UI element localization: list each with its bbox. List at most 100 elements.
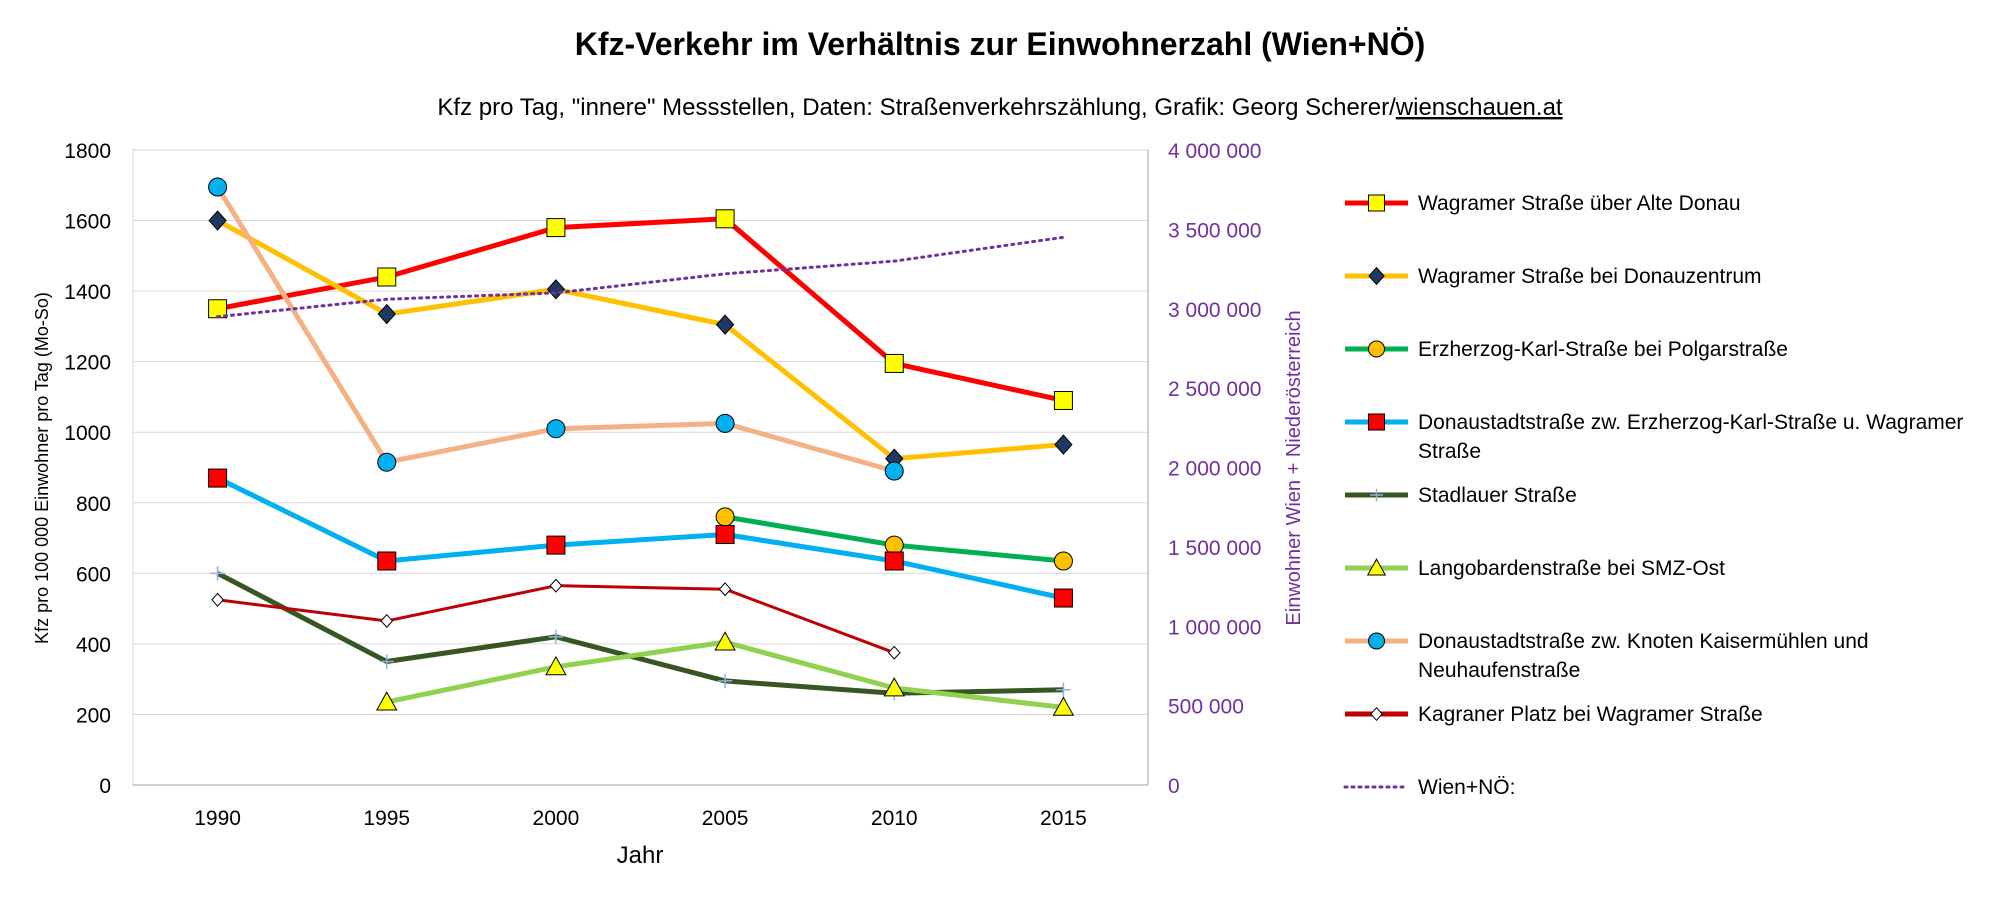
chart-subtitle: Kfz pro Tag, "innere" Messstellen, Daten… — [437, 94, 1562, 121]
data-point — [715, 525, 735, 545]
x-tick-label: 2015 — [1040, 807, 1087, 830]
legend-item: Erzherzog-Karl-Straße bei Polgarstraße — [1345, 338, 1788, 361]
data-point — [377, 303, 396, 325]
data-point — [1053, 551, 1073, 571]
legend-label-line: Wagramer Straße bei Donauzentrum — [1418, 265, 1762, 288]
legend-label: Wagramer Straße über Alte Donau — [1418, 192, 1741, 215]
x-axis-ticks: 1990 1995 2000 2005 2010 2015 — [194, 807, 1087, 830]
gridlines — [133, 149, 1149, 786]
data-point — [1056, 682, 1071, 697]
legend-item: Donaustadtstraße zw. Erzherzog-Karl-Stra… — [1345, 411, 1963, 463]
x-axis-label: Jahr — [617, 842, 664, 869]
legend-item: Donaustadtstraße zw. Knoten Kaisermühlen… — [1345, 630, 1869, 682]
legend-item: Langobardenstraße bei SMZ-Ost — [1345, 557, 1725, 580]
data-point — [376, 691, 398, 711]
y-tick-label: 800 — [76, 493, 111, 516]
data-point — [377, 551, 397, 571]
series-layer — [208, 177, 1075, 716]
legend-swatch-marker — [1368, 413, 1385, 431]
data-point — [714, 631, 736, 651]
data-point — [377, 267, 397, 287]
legend-label: Stadlauer Straße — [1418, 484, 1577, 507]
series-4 — [208, 468, 1073, 608]
x-tick-label: 2000 — [533, 807, 580, 830]
data-point — [546, 279, 566, 300]
legend-label-line: Wien+NÖ: — [1418, 776, 1515, 799]
data-point — [379, 654, 394, 669]
legend-label: Kagraner Platz bei Wagramer Straße — [1418, 703, 1763, 726]
y-axis-ticks: 0 200 400 600 800 1000 1200 1400 1600 1800 — [64, 140, 111, 798]
legend-label: Donaustadtstraße zw. Knoten Kaisermühlen… — [1418, 630, 1869, 682]
legend-label: Erzherzog-Karl-Straße bei Polgarstraße — [1418, 338, 1788, 361]
y2-tick-label: 4 000 000 — [1168, 140, 1261, 163]
data-point — [884, 461, 904, 481]
data-point — [884, 353, 904, 373]
legend-swatch-marker — [1368, 340, 1385, 358]
series-1 — [208, 209, 1073, 410]
data-point — [546, 419, 566, 439]
x-tick-label: 2005 — [702, 807, 749, 830]
data-point — [208, 468, 228, 488]
legend-item: Kagraner Platz bei Wagramer Straße — [1345, 703, 1763, 726]
series-2 — [208, 210, 1073, 469]
data-point — [884, 551, 904, 571]
series-line — [217, 216, 1064, 403]
data-point — [546, 535, 566, 555]
series-line — [216, 475, 1064, 601]
data-point — [548, 629, 564, 645]
series-3 — [715, 507, 1073, 571]
data-point — [211, 592, 224, 607]
y2-tick-label: 3 000 000 — [1168, 299, 1261, 322]
y2-tick-label: 1 500 000 — [1168, 537, 1261, 560]
y-tick-label: 1400 — [64, 281, 111, 304]
legend-item: Wagramer Straße über Alte Donau — [1345, 192, 1741, 215]
y2-tick-label: 500 000 — [1168, 696, 1244, 719]
legend-label: Donaustadtstraße zw. Erzherzog-Karl-Stra… — [1418, 411, 1963, 463]
legend-item: Wien+NÖ: — [1343, 776, 1515, 799]
y-tick-label: 200 — [76, 704, 111, 727]
legend-swatch-marker — [1368, 194, 1385, 212]
y2-axis-label: Einwohner Wien + Niederösterreich — [1283, 310, 1305, 625]
legend-swatch-marker — [1370, 488, 1383, 502]
data-point — [210, 566, 225, 581]
y-tick-label: 400 — [76, 634, 111, 657]
legend-item: Wagramer Straße bei Donauzentrum — [1345, 265, 1762, 288]
subtitle-link[interactable]: wienschauen.at — [1395, 94, 1563, 121]
y2-tick-label: 2 000 000 — [1168, 458, 1261, 481]
x-tick-label: 1990 — [194, 807, 241, 830]
legend-swatch-marker — [1366, 558, 1387, 576]
x-tick-label: 2010 — [871, 807, 918, 830]
y2-tick-label: 3 500 000 — [1168, 219, 1261, 242]
legend-swatch-marker — [1368, 632, 1385, 650]
data-point — [1053, 390, 1073, 410]
data-point — [208, 177, 228, 197]
data-point — [545, 655, 567, 676]
legend: Wagramer Straße über Alte Donau Wagramer … — [1343, 192, 1963, 799]
x-tick-label: 1995 — [363, 807, 410, 830]
data-point — [717, 673, 733, 689]
y-tick-label: 0 — [99, 775, 111, 798]
series-8 — [211, 578, 901, 660]
legend-swatch-marker — [1370, 706, 1383, 722]
series-7 — [208, 177, 904, 481]
y2-tick-label: 2 500 000 — [1168, 378, 1261, 401]
series-line — [216, 571, 1064, 696]
y-tick-label: 600 — [76, 563, 111, 586]
data-point — [377, 452, 397, 472]
legend-label-line: Langobardenstraße bei SMZ-Ost — [1418, 557, 1725, 580]
data-point — [718, 582, 732, 597]
legend-label: Wien+NÖ: — [1418, 776, 1515, 799]
legend-label: Langobardenstraße bei SMZ-Ost — [1418, 557, 1725, 580]
y-axis-label: Kfz pro 100 000 Einwohner pro Tag (Mo-So… — [32, 292, 52, 644]
legend-swatch-marker — [1368, 266, 1385, 286]
legend-label-line: Neuhaufenstraße — [1418, 659, 1580, 682]
legend-label-line: Kagraner Platz bei Wagramer Straße — [1418, 703, 1763, 726]
data-point — [549, 578, 563, 593]
legend-label-line: Stadlauer Straße — [1418, 484, 1577, 507]
data-point — [884, 535, 904, 555]
legend-label-line: Erzherzog-Karl-Straße bei Polgarstraße — [1418, 338, 1788, 361]
legend-label-line: Donaustadtstraße zw. Knoten Kaisermühlen… — [1418, 630, 1869, 653]
y-tick-label: 1200 — [64, 352, 111, 375]
